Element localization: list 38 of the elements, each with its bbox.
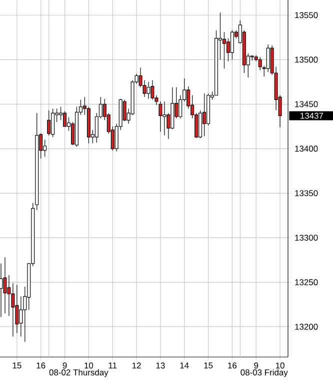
- x-tick-label: 15: [204, 362, 213, 368]
- x-tick-label: 13: [156, 362, 165, 369]
- candlestick: [150, 80, 154, 100]
- candlestick: [19, 296, 23, 337]
- candlestick: [258, 56, 262, 71]
- x-tick-label: 9: [254, 362, 258, 369]
- candlestick: [63, 110, 67, 127]
- x-tick-label: 10: [276, 362, 284, 369]
- text: 08-03 Friday: [240, 369, 288, 378]
- y-tick-label: 13400: [295, 146, 318, 152]
- candlestick: [230, 30, 234, 60]
- candlestick: [0, 263, 3, 318]
- x-tick-label: 16: [228, 362, 237, 369]
- y-tick-label: 13300: [295, 234, 318, 241]
- y-tick-label: 13550: [295, 12, 318, 18]
- x-tick-label: 10: [84, 362, 94, 369]
- x-tick-label: 9: [62, 362, 67, 369]
- x-tick-label: 16: [36, 362, 46, 369]
- x-tick-label: 12: [132, 362, 141, 368]
- text: 08-02 Thursday: [49, 369, 108, 378]
- candlestick: [162, 101, 166, 136]
- x-tick-label: 15: [12, 362, 22, 368]
- candlestick: [3, 256, 7, 314]
- x-tick-label: 11: [108, 362, 117, 368]
- y-tick-label: 13450: [295, 101, 318, 108]
- y-tick-label: 13200: [295, 324, 318, 330]
- candlestick: [222, 32, 226, 69]
- text: 13437: [300, 112, 324, 119]
- y-tick-label: 13350: [295, 190, 318, 196]
- candlestick: [15, 284, 19, 334]
- candlestick: [202, 93, 206, 137]
- x-tick-label: 14: [180, 362, 189, 368]
- y-tick-label: 13250: [295, 279, 318, 286]
- y-tick-label: 13500: [295, 56, 318, 63]
- candlestick: [266, 44, 270, 72]
- candlestick: [51, 108, 55, 138]
- candlestick: [146, 82, 150, 100]
- candlestick: [47, 110, 51, 136]
